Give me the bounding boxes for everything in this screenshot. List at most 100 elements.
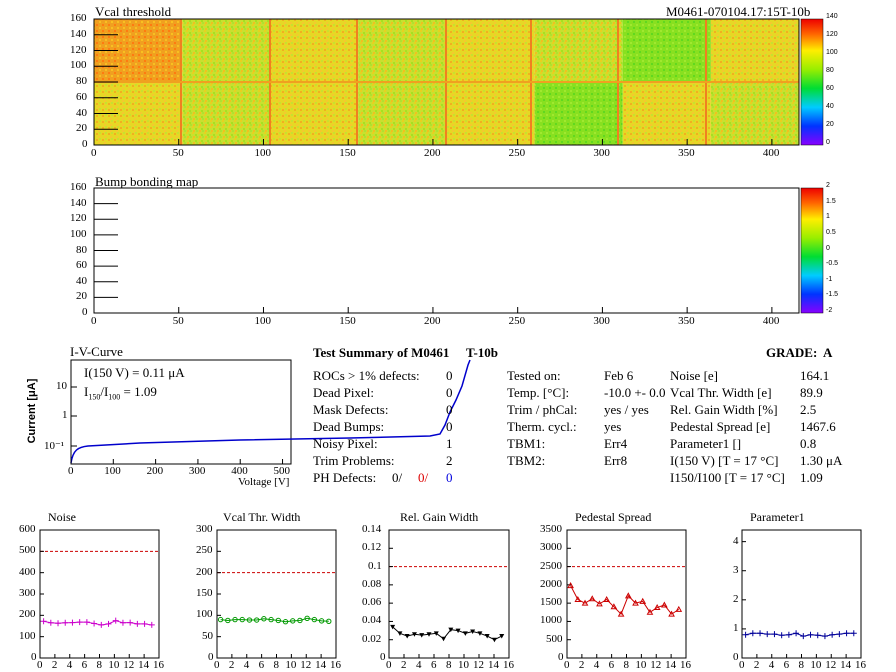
iv-x-tick-label: 100 (104, 465, 121, 477)
bump-bonding-map (93, 187, 800, 314)
data-point (814, 632, 821, 639)
iv-annot-ratio: I150/I100 = 1.09 (84, 384, 157, 402)
mini-chart-frame (741, 529, 862, 659)
vcal-y-tick-label: 160 (70, 12, 87, 24)
bump-x-tick-label: 350 (678, 315, 695, 327)
data-point (69, 619, 76, 626)
data-point (268, 616, 274, 623)
data-point (148, 621, 155, 628)
iv-x-tick-label: 300 (188, 465, 206, 477)
bump-x-tick-label: 150 (339, 315, 356, 327)
iv-y-tick-label: 10⁻¹ (44, 440, 65, 452)
vcal-x-tick-label: 400 (762, 147, 780, 159)
mini-chart-frame (216, 529, 337, 659)
bump-y-tick-label: 20 (76, 290, 87, 303)
vcal-x-tick-label: 350 (678, 147, 695, 159)
bump-y-tick-label: 40 (76, 274, 87, 287)
vcal-x-tick-label: 250 (508, 147, 526, 159)
summary-mid-value: yes (604, 419, 622, 434)
roc-block (94, 19, 183, 82)
mini-y-tick-label: 0.1 (368, 559, 382, 572)
data-point (112, 617, 119, 624)
data-point (484, 634, 490, 639)
summary-left-value: 0 (446, 368, 453, 383)
summary-right-label: I(150 V) [T = 17 °C] (670, 453, 779, 468)
mini-y-tick-label: 0 (558, 651, 564, 663)
mini-y-tick-label: 2 (733, 592, 739, 605)
data-point (105, 620, 112, 627)
data-point (253, 617, 260, 623)
summary-left-value: 0 (446, 402, 453, 417)
data-point (47, 619, 54, 626)
roc-block (446, 19, 535, 82)
mini-y-tick-label: 1 (733, 621, 739, 634)
data-point (290, 618, 296, 624)
data-point (603, 595, 611, 602)
iv-y-tick-label: 10 (56, 380, 67, 392)
mini-x-tick-label: 16 (680, 659, 691, 671)
vcal-z-tick-label: 20 (826, 121, 834, 128)
mini-x-tick-label: 8 (623, 659, 630, 671)
vcal-z-tick-label: 0 (826, 139, 830, 146)
data-point (83, 619, 90, 626)
mini-x-tick-label: 10 (458, 659, 469, 671)
mini-x-tick-label: 10 (285, 659, 297, 671)
data-point (76, 619, 83, 626)
mini-y-tick-label: 400 (19, 565, 36, 578)
data-point (127, 619, 134, 626)
summary-left-label: Noisy Pixel: (313, 436, 378, 451)
mini-y-tick-label: 0 (733, 651, 739, 663)
bump-z-tick-label: 2 (826, 182, 830, 189)
vcal-y-tick-label: 100 (70, 59, 87, 72)
roc-block (182, 82, 271, 145)
mini-x-tick-label: 10 (635, 659, 647, 671)
mini-x-tick-label: 4 (593, 659, 600, 671)
bump-z-tick-label: -1.5 (826, 291, 839, 299)
bump-x-tick-label: 400 (762, 315, 780, 327)
mini-y-tick-label: 50 (202, 629, 213, 642)
mini-y-tick-label: 0 (31, 651, 37, 663)
summary-left-label: Trim Problems: (313, 453, 395, 468)
vcal-z-tick-label: 80 (826, 67, 834, 74)
mini-x-tick-label: 2 (401, 659, 407, 671)
summary-right-label: Noise [e] (670, 368, 719, 383)
mini-y-tick-label: 0.04 (362, 614, 382, 627)
mini-x-tick-label: 12 (825, 659, 837, 671)
bump-x-tick-label: 250 (508, 315, 526, 327)
mini-x-tick-label: 6 (258, 659, 265, 671)
mini-x-tick-label: 8 (96, 659, 103, 671)
data-point (275, 617, 282, 624)
mini-x-tick-label: 12 (123, 659, 135, 671)
summary-mid-value: -10.0 +- 0.0 (604, 385, 666, 400)
data-point (441, 636, 447, 642)
roc-block (270, 19, 359, 82)
iv-annot-current: I(150 V) = 0.11 μA (84, 365, 185, 380)
iv-x-tick-label: 500 (273, 465, 291, 477)
vcal-y-tick-label: 0 (82, 138, 88, 150)
vcal-z-tick-label: 60 (826, 85, 834, 92)
series-line (392, 626, 502, 641)
data-point (491, 637, 497, 643)
data-point (217, 616, 224, 623)
summary-mid-value: Feb 6 (604, 368, 634, 383)
bump-y-tick-label: 160 (70, 181, 87, 193)
data-point (764, 631, 771, 638)
mini-x-tick-label: 4 (416, 659, 422, 671)
mini-y-tick-label: 0 (380, 651, 386, 663)
data-point (232, 616, 238, 623)
summary-mid-value: Err8 (604, 453, 628, 468)
data-point (778, 632, 785, 639)
data-point (742, 631, 749, 638)
summary-left-value: 0 (446, 385, 453, 400)
mini-y-tick-label: 3 (733, 563, 739, 576)
iv-y-label: Current [μA] (26, 378, 38, 444)
mini-x-tick-label: 0 (214, 659, 220, 671)
iv-x-tick-label: 400 (231, 465, 248, 477)
summary-title: Test Summary of M0461 (313, 345, 450, 360)
vcal-z-tick-label: 100 (826, 49, 838, 56)
vcal-y-tick-label: 140 (70, 27, 87, 40)
roc-block (358, 82, 447, 145)
data-point (404, 634, 410, 639)
series-line (570, 585, 680, 616)
